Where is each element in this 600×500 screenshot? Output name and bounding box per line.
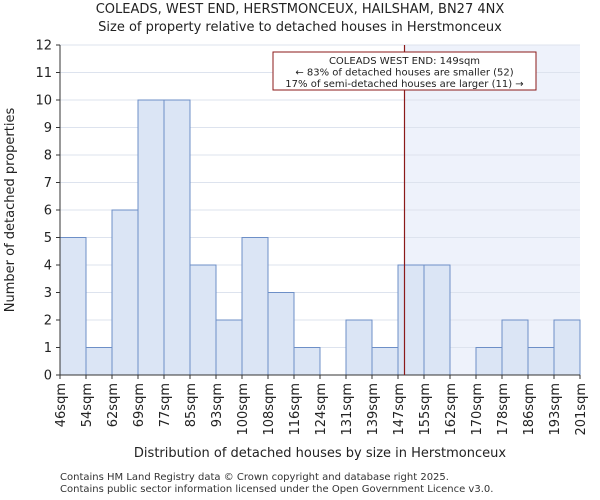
x-tick-label: 85sqm [184, 383, 199, 427]
x-tick-label: 69sqm [132, 383, 147, 427]
bar [163, 99, 191, 376]
x-tick-label: 186sqm [522, 383, 537, 436]
y-tick-label: 10 [35, 94, 52, 109]
bar [241, 237, 269, 376]
bar [553, 319, 581, 376]
y-axis-label: Number of detached properties [3, 108, 18, 313]
bar [501, 319, 529, 376]
footer-copyright: Contains HM Land Registry data © Crown c… [60, 472, 449, 483]
x-tick-label: 108sqm [262, 383, 277, 436]
bar [371, 347, 399, 376]
y-tick-label: 4 [44, 259, 52, 274]
y-tick-label: 12 [35, 39, 52, 54]
x-tick-label: 170sqm [470, 383, 485, 436]
annotation-line: 17% of semi-detached houses are larger (… [285, 79, 523, 90]
bar [59, 237, 87, 376]
y-tick-label: 11 [35, 66, 52, 81]
x-tick-label: 139sqm [366, 383, 381, 436]
y-tick-label: 8 [44, 149, 52, 164]
y-tick-label: 1 [44, 341, 52, 356]
y-tick-label: 7 [44, 176, 52, 191]
x-tick-label: 178sqm [496, 383, 511, 436]
x-tick-label: 62sqm [106, 383, 121, 427]
x-tick-label: 124sqm [314, 383, 329, 436]
bar [111, 209, 139, 376]
bar [137, 99, 165, 376]
bar [267, 292, 295, 376]
footer-licence: Contains public sector information licen… [60, 484, 494, 495]
x-tick-label: 193sqm [548, 383, 563, 436]
bar [423, 264, 451, 376]
y-tick-label: 6 [44, 204, 52, 219]
x-tick-label: 131sqm [340, 383, 355, 436]
x-tick-label: 54sqm [80, 383, 95, 427]
x-tick-label: 116sqm [288, 383, 303, 436]
bar [85, 347, 113, 376]
x-tick-label: 46sqm [54, 383, 69, 427]
bar [345, 319, 373, 376]
y-tick-label: 9 [44, 121, 52, 136]
x-tick-label: 93sqm [210, 383, 225, 427]
annotation-line: ← 83% of detached houses are smaller (52… [295, 68, 513, 79]
x-tick-label: 147sqm [392, 383, 407, 436]
annotation-line: COLEADS WEST END: 149sqm [329, 56, 480, 67]
y-tick-label: 0 [44, 369, 52, 384]
x-axis-label: Distribution of detached houses by size … [134, 446, 506, 461]
bar [189, 264, 217, 376]
y-tick-label: 5 [44, 231, 52, 246]
bar [475, 347, 503, 376]
x-tick-label: 100sqm [236, 383, 251, 436]
chart-title: COLEADS, WEST END, HERSTMONCEUX, HAILSHA… [95, 2, 505, 17]
bar [293, 347, 321, 376]
bar [527, 347, 555, 376]
x-tick-label: 201sqm [574, 383, 589, 436]
y-tick-label: 2 [44, 314, 52, 329]
x-tick-label: 155sqm [418, 383, 433, 436]
y-tick-label: 3 [44, 286, 52, 301]
annotation-box [272, 51, 537, 91]
bar [215, 319, 243, 376]
chart-subtitle: Size of property relative to detached ho… [98, 20, 502, 35]
x-tick-label: 77sqm [158, 383, 173, 427]
bar [397, 264, 425, 376]
x-tick-label: 162sqm [444, 383, 459, 436]
